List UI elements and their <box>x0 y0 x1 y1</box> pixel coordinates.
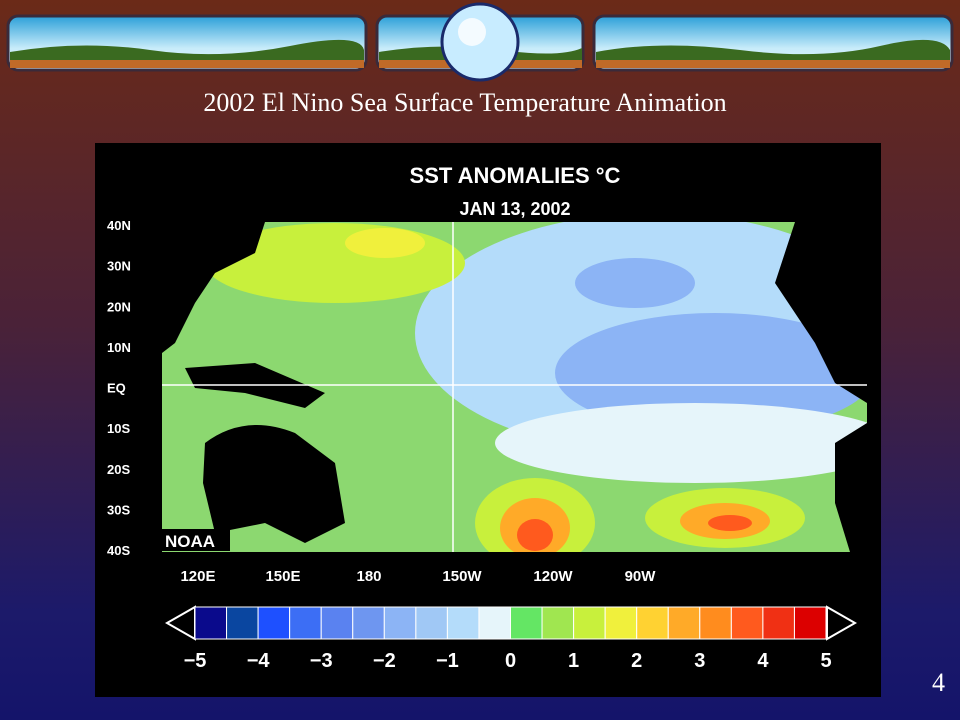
colorbar-swatch <box>510 606 543 640</box>
colorbar-label: 2 <box>631 650 642 672</box>
lon-label: 150E <box>265 568 300 585</box>
colorbar-swatch <box>320 606 354 640</box>
colorbar-swatch <box>289 606 322 640</box>
colorbar-swatch <box>383 606 417 640</box>
colorbar-label: 3 <box>694 650 705 672</box>
colorbar-label: 1 <box>568 650 579 672</box>
colorbar-label: −3 <box>310 650 333 672</box>
colorbar-swatch <box>226 606 259 640</box>
colorbar-swatch <box>604 606 638 640</box>
lon-label: 120E <box>180 568 215 585</box>
lat-label: 20S <box>107 462 130 477</box>
colorbar-swatch <box>730 606 764 640</box>
colorbar-swatch <box>478 606 512 640</box>
lat-label: 20N <box>107 299 131 314</box>
colorbar-swatch <box>194 606 228 640</box>
page-number: 4 <box>932 668 945 697</box>
colorbar-swatch <box>762 606 795 640</box>
colorbar-label: 0 <box>505 650 516 672</box>
map-title: SST ANOMALIES °C <box>410 163 621 188</box>
colorbar-label: 4 <box>757 650 769 672</box>
lon-label: 120W <box>533 568 573 585</box>
colorbar-swatch <box>573 606 606 640</box>
lat-label: 40N <box>107 218 131 233</box>
colorbar-label: −2 <box>373 650 396 672</box>
colorbar-swatch <box>541 606 575 640</box>
colorbar-swatch <box>699 606 732 640</box>
colorbar-swatch <box>352 606 385 640</box>
sst-map: NOAA SST ANOMALIES °C JAN 13, 2002 40N30… <box>95 143 881 697</box>
lon-label: 150W <box>442 568 482 585</box>
colorbar-swatch <box>636 606 669 640</box>
lat-label: 10N <box>107 340 131 355</box>
credit: NOAA <box>165 532 215 551</box>
slide-title: 2002 El Nino Sea Surface Temperature Ani… <box>203 88 727 117</box>
colorbar-swatch <box>257 606 291 640</box>
lat-label: 40S <box>107 543 130 558</box>
lat-label: 30S <box>107 502 130 517</box>
colorbar-label: −1 <box>436 650 459 672</box>
map-date: JAN 13, 2002 <box>459 199 570 219</box>
lat-label: 10S <box>107 421 130 436</box>
lat-label: 30N <box>107 259 131 274</box>
colorbar-swatch <box>667 606 701 640</box>
colorbar-label: −4 <box>247 650 271 672</box>
lon-label: 90W <box>625 568 657 585</box>
colorbar-label: −5 <box>184 650 207 672</box>
banner <box>6 2 954 82</box>
lat-label: EQ <box>107 381 126 396</box>
colorbar-swatch <box>793 606 827 640</box>
colorbar-label: 5 <box>820 650 831 672</box>
colorbar-swatch <box>415 606 448 640</box>
lon-label: 180 <box>356 568 381 585</box>
colorbar-swatch <box>446 606 480 640</box>
